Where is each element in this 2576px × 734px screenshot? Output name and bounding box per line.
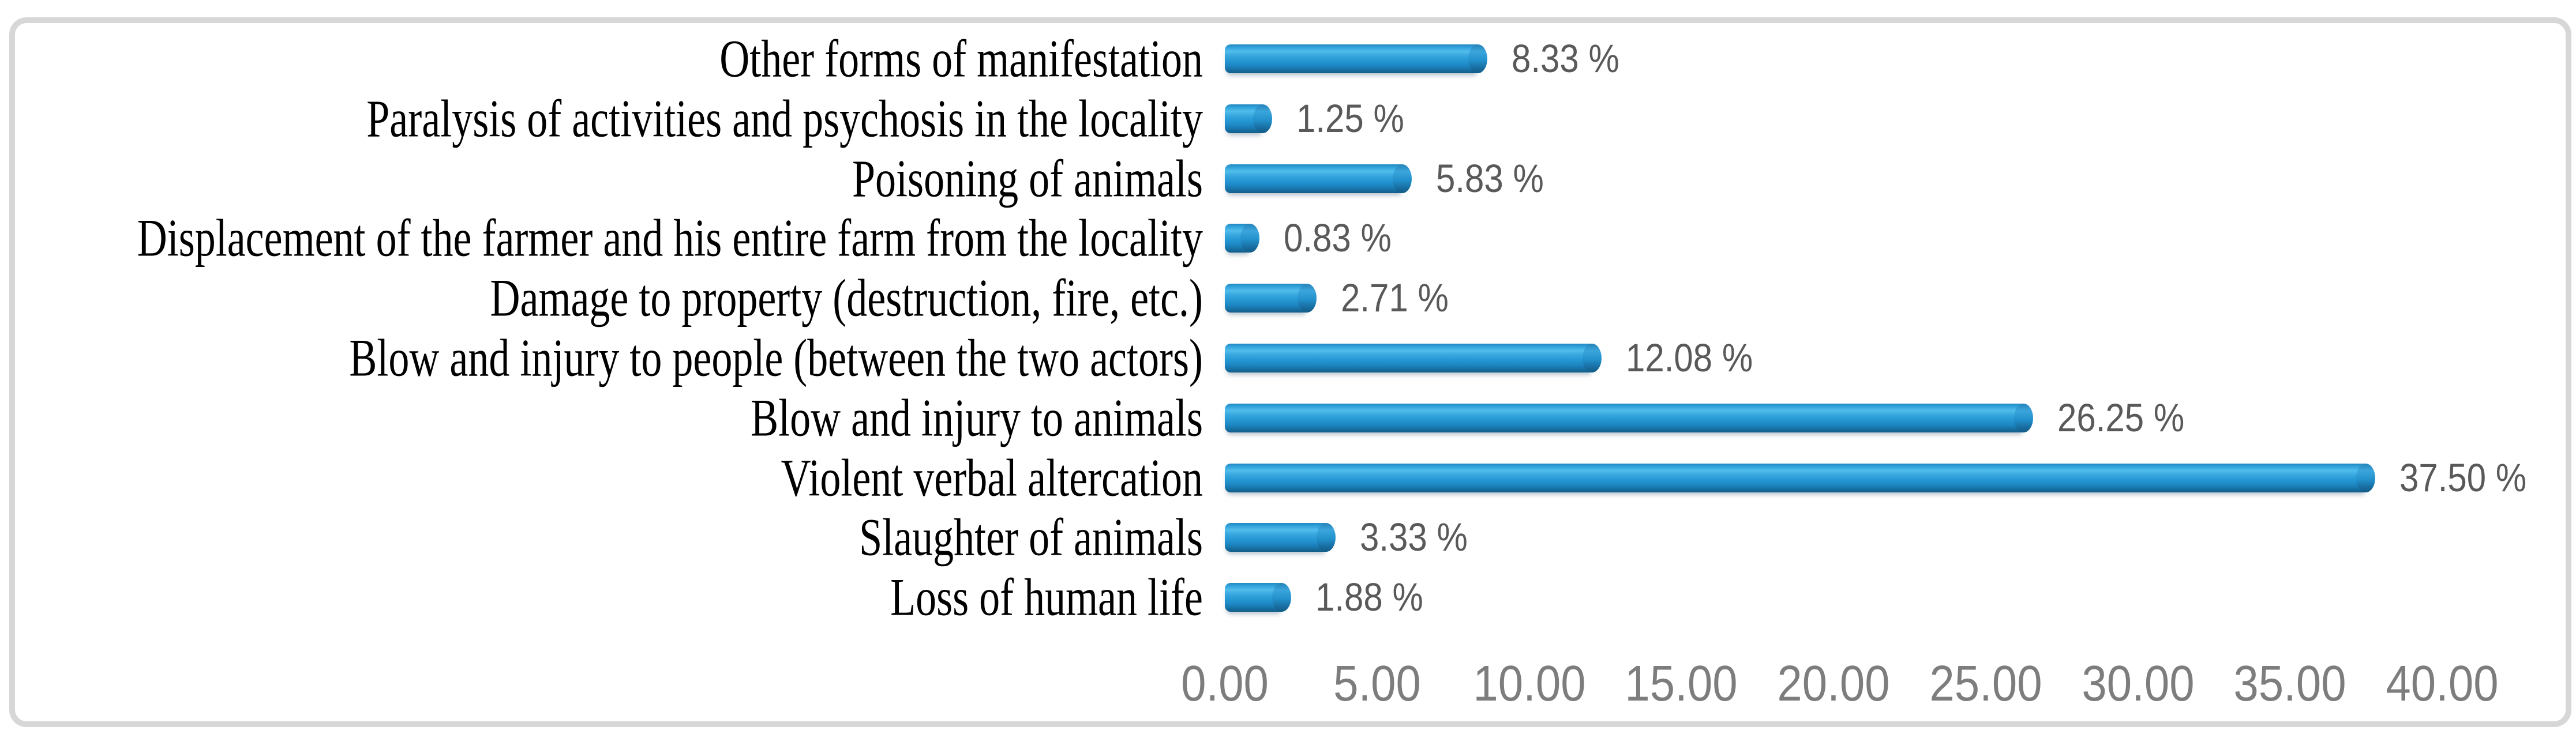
bar-5 xyxy=(1225,344,1602,372)
category-label: Displacement of the farmer and his entir… xyxy=(137,208,1203,268)
x-axis-tick-label: 40.00 xyxy=(2386,654,2499,712)
x-axis-tick-label: 20.00 xyxy=(1777,654,1890,712)
bar-0 xyxy=(1225,44,1487,73)
bar-1 xyxy=(1225,104,1272,133)
bar-7 xyxy=(1225,464,2375,492)
bar-2 xyxy=(1225,164,1412,193)
x-axis-tick-label: 0.00 xyxy=(1181,654,1269,712)
x-axis-tick-label: 15.00 xyxy=(1625,654,1738,712)
category-label: Violent verbal altercation xyxy=(781,448,1203,508)
value-label: 1.25 % xyxy=(1296,96,1404,141)
value-label: 0.83 % xyxy=(1284,215,1392,260)
category-label: Damage to property (destruction, fire, e… xyxy=(490,268,1203,328)
value-label: 12.08 % xyxy=(1626,335,1753,380)
bar-3 xyxy=(1225,224,1259,253)
category-label: Loss of human life xyxy=(890,567,1203,627)
value-label: 8.33 % xyxy=(1512,36,1619,81)
x-axis-tick-label: 5.00 xyxy=(1333,654,1421,712)
value-label: 3.33 % xyxy=(1360,514,1468,559)
value-label: 2.71 % xyxy=(1341,275,1449,320)
x-axis-tick-label: 30.00 xyxy=(2082,654,2195,712)
value-label: 26.25 % xyxy=(2057,395,2185,440)
category-label: Blow and injury to people (between the t… xyxy=(349,328,1203,388)
category-label: Poisoning of animals xyxy=(852,149,1203,209)
category-label: Blow and injury to animals xyxy=(751,388,1203,448)
category-label: Other forms of manifestation xyxy=(719,29,1203,89)
value-label: 5.83 % xyxy=(1436,156,1544,201)
category-label: Slaughter of animals xyxy=(859,507,1203,567)
x-axis-tick-label: 25.00 xyxy=(1929,654,2042,712)
value-label: 37.50 % xyxy=(2399,455,2527,500)
bar-9 xyxy=(1225,583,1291,612)
bar-8 xyxy=(1225,523,1336,552)
bar-6 xyxy=(1225,404,2033,432)
bar-4 xyxy=(1225,284,1317,313)
category-label: Paralysis of activities and psychosis in… xyxy=(366,89,1203,149)
value-label: 1.88 % xyxy=(1315,574,1423,619)
x-axis-tick-label: 10.00 xyxy=(1473,654,1586,712)
x-axis-tick-label: 35.00 xyxy=(2233,654,2346,712)
